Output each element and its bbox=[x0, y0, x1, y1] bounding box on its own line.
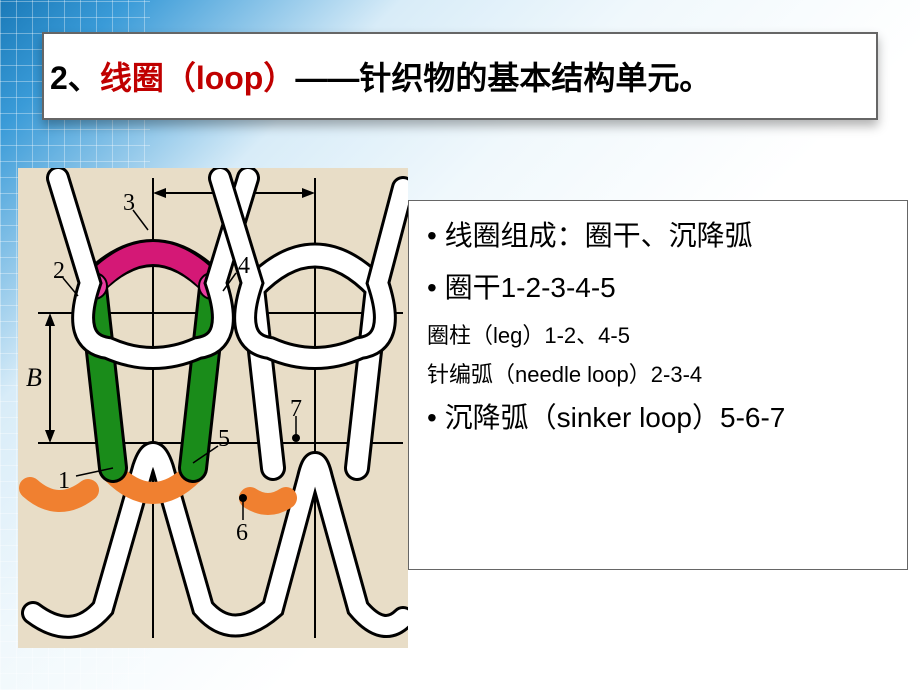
desc-line-5: 沉降弧（sinker loop）5-6-7 bbox=[427, 397, 889, 439]
point-label-4: 4 bbox=[238, 253, 250, 279]
desc-line-3: 圈柱（leg）1-2、4-5 bbox=[427, 319, 889, 352]
title-rest: ——针织物的基本结构单元。 bbox=[295, 60, 711, 96]
description-panel: 线圈组成：圈干、沉降弧 圈干1-2-3-4-5 圈柱（leg）1-2、4-5 针… bbox=[408, 200, 908, 570]
point-label-5: 5 bbox=[218, 426, 230, 452]
slide-title-box: 2、线圈（loop）——针织物的基本结构单元。 bbox=[42, 32, 878, 120]
loop-diagram-svg: A B bbox=[18, 168, 408, 648]
point-label-6: 6 bbox=[236, 520, 248, 546]
point-label-2: 2 bbox=[53, 258, 65, 284]
point-label-3: 3 bbox=[123, 190, 135, 216]
dim-label-b: B bbox=[26, 363, 42, 392]
loop-structure-diagram: A B bbox=[18, 168, 408, 648]
desc-line-2: 圈干1-2-3-4-5 bbox=[427, 267, 889, 309]
title-highlight: 线圈（loop） bbox=[100, 60, 296, 96]
title-number: 2、 bbox=[50, 60, 100, 96]
point-label-7: 7 bbox=[290, 396, 302, 422]
slide-title: 2、线圈（loop）——针织物的基本结构单元。 bbox=[50, 53, 711, 99]
point-label-1: 1 bbox=[58, 468, 70, 494]
desc-line-4: 针编弧（needle loop）2-3-4 bbox=[427, 358, 889, 391]
desc-line-1: 线圈组成：圈干、沉降弧 bbox=[427, 215, 889, 257]
